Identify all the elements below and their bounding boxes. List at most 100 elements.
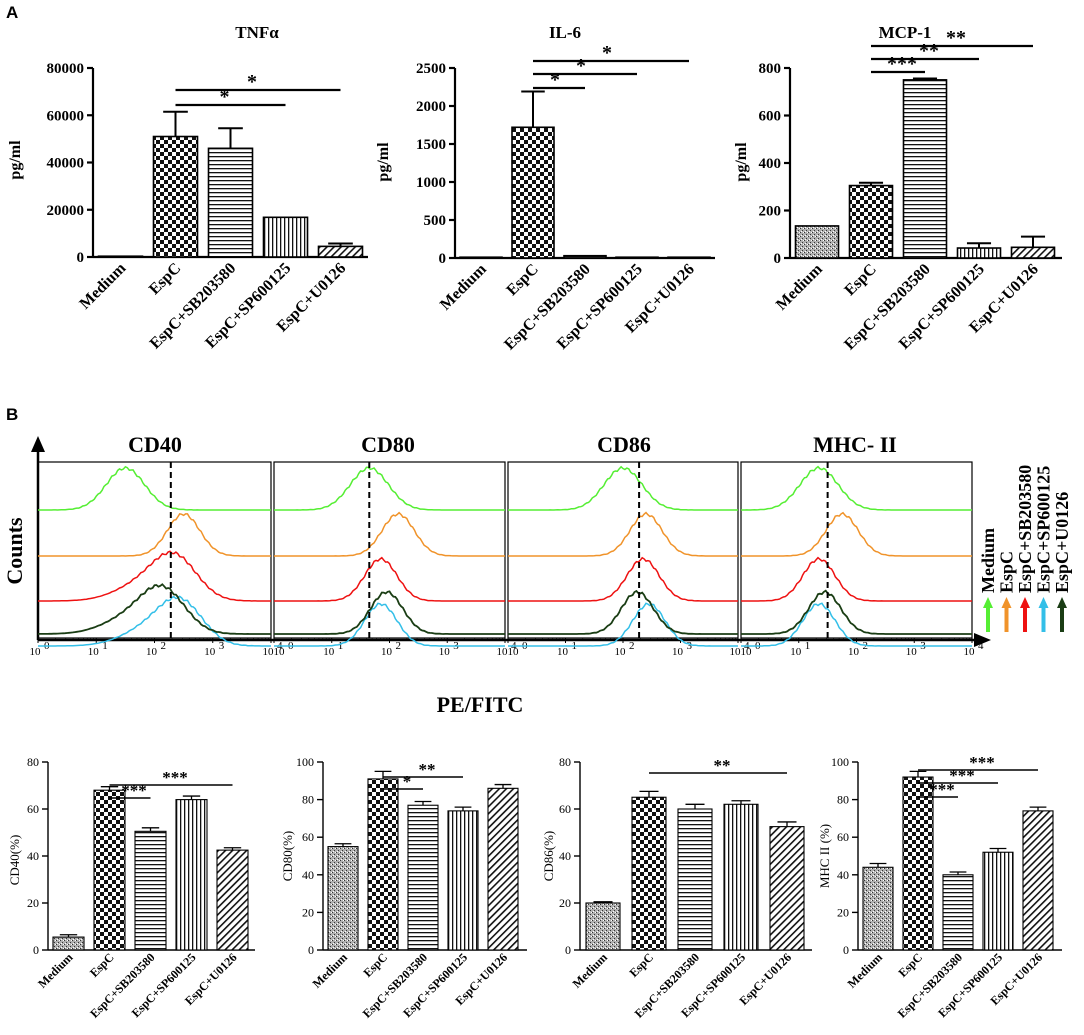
y-axis-label: pg/ml bbox=[375, 142, 392, 182]
decade-label: 10 bbox=[497, 646, 509, 658]
y-tick-label: 1500 bbox=[416, 137, 446, 153]
bar-espc bbox=[848, 184, 894, 259]
histogram-title: CD80 bbox=[361, 432, 415, 457]
y-tick-label: 0 bbox=[774, 251, 782, 267]
decade-label: 10 bbox=[508, 646, 520, 658]
histogram-curve-espc-sb203580 bbox=[274, 556, 505, 602]
y-tick-label: 100 bbox=[296, 755, 314, 769]
histogram-curve-espc-u0126 bbox=[274, 590, 505, 635]
histogram-curve-espc bbox=[274, 511, 505, 557]
histogram-curve-espc-u0126 bbox=[508, 589, 738, 635]
bar-espc-sp600125 bbox=[615, 256, 659, 259]
y-tick-label: 80 bbox=[837, 793, 849, 807]
y-tick-label: 40 bbox=[27, 849, 39, 863]
y-tick-label: 0 bbox=[33, 943, 39, 957]
y-tick-label: 200 bbox=[759, 204, 782, 220]
y-tick-label: 2500 bbox=[416, 61, 446, 77]
bar-espc-u0126 bbox=[317, 245, 364, 258]
bar-espc-u0126 bbox=[487, 787, 519, 951]
histogram-curve-espc-sb203580 bbox=[508, 556, 738, 602]
decade-label: 10 bbox=[263, 646, 275, 658]
bar-espc-sb203580 bbox=[207, 147, 254, 258]
bar-espc-sp600125 bbox=[447, 810, 479, 951]
y-tick-label: 800 bbox=[759, 61, 782, 77]
bar-espc-sb203580 bbox=[902, 79, 948, 259]
y-tick-label: 20 bbox=[27, 896, 39, 910]
decade-label: 10 bbox=[964, 646, 976, 658]
decade-exponent: 1 bbox=[102, 640, 108, 652]
category-label-espc: EspC bbox=[146, 260, 184, 298]
y-tick-label: 0 bbox=[565, 943, 571, 957]
bar-espc bbox=[367, 778, 399, 951]
legend-label-espc: EspC bbox=[997, 551, 1017, 593]
decade-label: 10 bbox=[848, 646, 860, 658]
decade-label: 10 bbox=[557, 646, 569, 658]
bar-espc bbox=[93, 789, 126, 951]
bar-medium bbox=[459, 256, 503, 259]
legend-label-espc-sp600125: EspC+SP600125 bbox=[1034, 466, 1054, 593]
decade-label: 10 bbox=[274, 646, 286, 658]
y-tick-label: 80 bbox=[27, 755, 39, 769]
bar-espc-u0126 bbox=[1022, 810, 1054, 951]
histogram-title: CD86 bbox=[597, 432, 651, 457]
decade-label: 10 bbox=[906, 646, 918, 658]
tnf-alpha-bar-chart: TNFα pg/ml 0 20000 40000 60000 80000 Medium EspC… bbox=[7, 23, 368, 352]
histogram-curve-espc bbox=[741, 511, 972, 557]
y-tick-label: 40000 bbox=[47, 156, 85, 172]
significance-marker: ** bbox=[714, 756, 731, 775]
y-tick-label: 20 bbox=[302, 905, 314, 919]
decade-exponent: 3 bbox=[219, 640, 225, 652]
significance-marker: ** bbox=[419, 760, 436, 779]
y-tick-label: 80000 bbox=[47, 61, 85, 77]
histogram-curve-espc-sp600125 bbox=[741, 602, 972, 647]
significance-marker: *** bbox=[887, 53, 917, 75]
y-tick-label: 80 bbox=[302, 793, 314, 807]
decade-exponent: 1 bbox=[338, 640, 344, 652]
panel-label-b: B bbox=[6, 405, 18, 424]
y-axis-label: pg/ml bbox=[7, 140, 24, 180]
decade-label: 10 bbox=[439, 646, 451, 658]
y-axis-label: MHC II (%) bbox=[817, 824, 832, 888]
category-label-medium: Medium bbox=[310, 950, 351, 991]
y-tick-label: 0 bbox=[77, 250, 85, 266]
histogram-curve-medium bbox=[741, 465, 972, 511]
significance-marker: * bbox=[576, 55, 586, 77]
category-label-medium: Medium bbox=[773, 260, 826, 313]
significance-marker: * bbox=[602, 42, 612, 64]
histogram-frame bbox=[507, 461, 739, 639]
decade-label: 10 bbox=[204, 646, 216, 658]
histogram-title: MHC- II bbox=[813, 432, 897, 457]
category-label-medium: Medium bbox=[76, 259, 129, 312]
histogram-curve-espc-u0126 bbox=[741, 589, 972, 635]
category-label-espc: EspC bbox=[895, 950, 925, 980]
bar-espc-sp600125 bbox=[956, 247, 1002, 259]
histogram-curve-espc-sp600125 bbox=[508, 602, 738, 647]
bar-espc-sp600125 bbox=[262, 216, 309, 258]
legend-arrowhead-medium bbox=[983, 597, 993, 608]
chart-title: TNFα bbox=[235, 23, 279, 42]
y-tick-label: 80 bbox=[559, 755, 571, 769]
bar-medium bbox=[862, 866, 894, 951]
bar-espc-sb203580 bbox=[134, 830, 167, 951]
bar-espc-sb203580 bbox=[407, 804, 439, 951]
bar-espc-u0126 bbox=[769, 826, 805, 951]
significance-marker: *** bbox=[162, 768, 188, 787]
category-label-medium: Medium bbox=[570, 950, 611, 991]
decade-exponent: 4 bbox=[978, 640, 984, 652]
bar-espc bbox=[152, 135, 199, 258]
y-tick-label: 2000 bbox=[416, 99, 446, 115]
y-axis-label: CD40(%) bbox=[7, 835, 22, 886]
bar-medium bbox=[794, 225, 840, 259]
histogram-curve-espc bbox=[508, 511, 738, 557]
decade-exponent: 2 bbox=[161, 640, 167, 652]
decade-label: 10 bbox=[672, 646, 684, 658]
histogram-curve-medium bbox=[38, 465, 271, 511]
bar-espc-u0126 bbox=[1010, 246, 1056, 259]
